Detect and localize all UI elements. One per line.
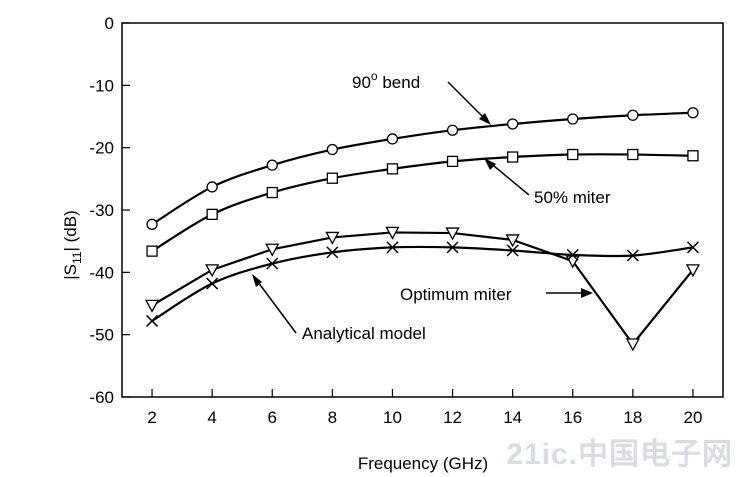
x-tick-label: 16 (563, 408, 582, 427)
marker-optimum-miter (445, 227, 460, 241)
marker-optimum-miter (625, 338, 640, 352)
marker-90-bend (627, 109, 639, 121)
marker-50-miter (206, 208, 218, 221)
annotation-analytical-model: Analytical model (252, 274, 426, 343)
marker-optimum-miter (205, 264, 220, 278)
x-tick-label: 6 (268, 408, 277, 427)
x-axis-label: Frequency (GHz) (358, 454, 488, 473)
annotation-50-miter: 50% miter (484, 158, 611, 207)
y-axis: 0 -10 -20 -30 -40 -50 -60 (89, 14, 130, 407)
marker-50-miter (687, 150, 699, 162)
y-axis-label: |S11| (dB) (61, 210, 84, 280)
annotation-analytical-model-arrow (254, 277, 297, 334)
marker-optimum-miter (144, 299, 160, 313)
marker-analytical-model (566, 248, 579, 261)
marker-90-bend (446, 124, 459, 136)
marker-90-bend (386, 133, 399, 145)
x-tick-label: 14 (503, 408, 522, 427)
y-tick-label: -50 (89, 326, 114, 345)
series-analytical-model (146, 241, 699, 327)
annotation-90-bend-arrowhead (479, 113, 491, 125)
y-tick-label: -10 (89, 76, 114, 95)
series-line-analytical-model (151, 245, 694, 322)
annotation-optimum-miter-arrowhead (581, 288, 593, 298)
x-tick-label: 2 (147, 408, 156, 427)
marker-analytical-model (446, 241, 459, 254)
y-tick-label: -60 (89, 388, 114, 407)
x-tick-label: 4 (207, 408, 216, 427)
annotation-90-bend-suffix: bend (378, 73, 421, 92)
marker-50-miter (446, 155, 459, 168)
marker-50-miter (326, 172, 339, 184)
marker-90-bend (266, 159, 278, 171)
marker-90-bend (507, 118, 519, 130)
annotation-90-bend-number: 90 (352, 73, 371, 92)
series-90-bend (146, 107, 699, 230)
svg-text:50% miter: 50% miter (534, 188, 611, 207)
annotation-90-bend: 90o bend (352, 69, 491, 125)
y-tick-label: -30 (89, 201, 114, 220)
marker-optimum-miter (385, 226, 400, 240)
annotation-50-miter-arrowhead (484, 158, 496, 170)
marker-90-bend (146, 218, 158, 230)
marker-optimum-miter (685, 264, 701, 278)
x-tick-label: 12 (443, 408, 462, 427)
marker-analytical-model (206, 277, 219, 290)
y-tick-label: 0 (105, 14, 114, 33)
annotation-50-miter-arrow (487, 160, 530, 196)
marker-90-bend (206, 181, 218, 193)
x-axis: 2 4 6 8 10 12 14 16 18 20 (147, 389, 702, 427)
marker-optimum-miter (265, 243, 280, 257)
marker-analytical-model (326, 246, 339, 259)
marker-optimum-miter (325, 231, 340, 245)
marker-90-bend (326, 143, 339, 156)
y-tick-label: -20 (89, 139, 114, 158)
marker-analytical-model (506, 244, 519, 257)
series-optimum-miter (144, 226, 701, 352)
marker-90-bend (567, 113, 579, 125)
x-tick-label: 20 (683, 408, 702, 427)
series-layer (144, 107, 701, 352)
marker-optimum-miter (505, 234, 520, 248)
y-tick-label: -40 (89, 263, 114, 282)
series-line-90-bend (151, 111, 693, 226)
marker-analytical-model (686, 241, 699, 254)
marker-50-miter (266, 186, 278, 199)
annotation-90-bend-arrow (447, 81, 489, 123)
marker-analytical-model (626, 249, 639, 262)
marker-analytical-model (266, 257, 279, 270)
marker-50-miter (627, 148, 639, 161)
series-50-miter (146, 148, 699, 257)
marker-analytical-model (146, 314, 159, 327)
svg-text:Analytical model: Analytical model (302, 324, 426, 343)
marker-analytical-model (386, 241, 399, 254)
series-line-50-miter (151, 153, 693, 253)
marker-90-bend (687, 107, 699, 119)
svg-text:|S11| (dB): |S11| (dB) (61, 210, 84, 280)
annotation-analytical-model-arrowhead (252, 274, 262, 287)
marker-50-miter (567, 148, 579, 161)
x-tick-label: 10 (383, 408, 402, 427)
x-tick-label: 18 (623, 408, 642, 427)
annotation-90-bend-degree: o (371, 69, 378, 83)
marker-50-miter (506, 151, 519, 163)
x-tick-label: 8 (328, 408, 337, 427)
svg-text:90o bend: 90o bend (352, 69, 420, 92)
marker-50-miter (146, 245, 158, 257)
watermark-logo: 21ic.中国电子网 (506, 438, 733, 471)
annotation-optimum-miter: Optimum miter (400, 285, 593, 304)
svg-text:Optimum miter: Optimum miter (400, 285, 512, 304)
series-line-optimum-miter (151, 231, 694, 346)
marker-50-miter (386, 163, 399, 175)
